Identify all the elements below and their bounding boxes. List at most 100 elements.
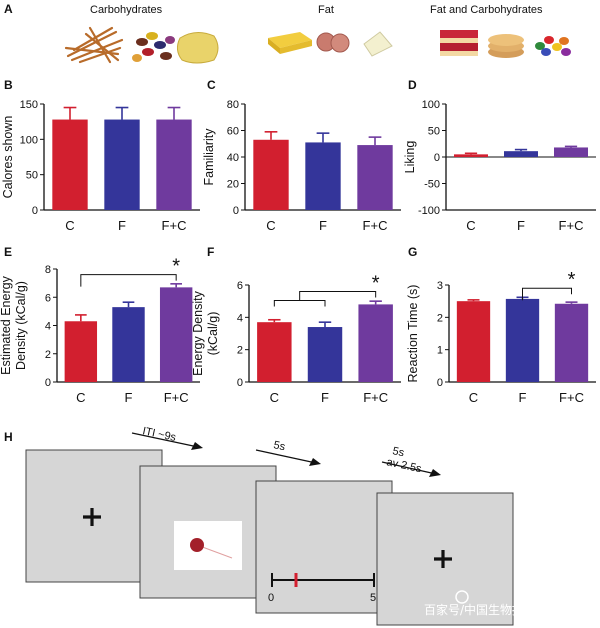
y-tick-label-d: 100 xyxy=(422,99,440,111)
bar-e-0 xyxy=(64,321,98,382)
y-tick-label-d: -100 xyxy=(418,205,440,217)
y-axis-label-c: Familiarity xyxy=(202,128,216,186)
significance-group-f xyxy=(273,299,326,307)
category-label-e-1: F xyxy=(125,390,133,405)
bar-f-1 xyxy=(307,327,343,382)
y-tick-label-c: 20 xyxy=(227,179,239,191)
y-axis-label-f: Energy Density xyxy=(191,290,205,376)
category-label-f-0: C xyxy=(270,390,279,405)
y-tick-label-f: 6 xyxy=(237,280,243,292)
category-label-f-2: F+C xyxy=(363,390,388,405)
salami-image xyxy=(316,32,350,53)
chart-g: 0 1 2 3 C F F+C Reaction Time (s) * xyxy=(406,269,596,405)
timeline-screen-rating: 0 5 xyxy=(255,480,393,614)
category-label-c-1: F xyxy=(319,218,327,233)
timeline-screen-food xyxy=(139,465,277,599)
category-label-g-2: F+C xyxy=(559,390,584,405)
bar-c-2 xyxy=(357,145,393,210)
category-label-c-2: F+C xyxy=(363,218,388,233)
chart-e: 0 2 4 6 8 C F F+C Estimated Energy Density (kCal/… xyxy=(0,256,200,405)
y-tick-label-g: 0 xyxy=(437,377,443,389)
chart-b: 0 50 100 150 C F F+C Calores shown xyxy=(1,99,200,233)
bar-e-2 xyxy=(159,287,193,382)
y-tick-label-c: 40 xyxy=(227,152,239,164)
y-tick-label-b: 0 xyxy=(32,205,38,217)
y-tick-label-f: 2 xyxy=(237,345,243,357)
y-axis-label-f: (kCal/g) xyxy=(206,312,220,356)
bar-g-0 xyxy=(456,301,491,382)
y-axis-label-e: Density (kCal/g) xyxy=(14,281,28,370)
food-label-fat: Fat xyxy=(318,4,334,16)
bar-f-0 xyxy=(257,322,292,382)
category-label-d-2: F+C xyxy=(559,218,584,233)
arrow-1-label: ITI ~9s xyxy=(141,425,177,444)
chart-c: 0 20 40 60 80 C F F+C Familiarity xyxy=(202,99,401,233)
significance-bracket-g xyxy=(522,287,572,301)
bar-d-1 xyxy=(504,151,538,157)
y-tick-label-b: 150 xyxy=(20,99,38,111)
arrow-3-label-1: 5s xyxy=(391,445,405,459)
bar-g-1 xyxy=(505,298,540,382)
panel-label-d: D xyxy=(408,78,417,92)
category-label-e-2: F+C xyxy=(164,390,189,405)
cookies-image xyxy=(488,34,524,58)
y-tick-label-e: 2 xyxy=(45,349,51,361)
chart-d: -100 -50 0 50 100 C F F+C Liking xyxy=(403,99,596,233)
arrow-2-label: 5s xyxy=(272,439,286,453)
y-tick-label-d: 0 xyxy=(434,152,440,164)
significance-star-g: * xyxy=(568,269,576,291)
food-label-carbohydrates: Carbohydrates xyxy=(90,4,163,16)
category-label-b-2: F+C xyxy=(162,218,187,233)
y-tick-label-e: 0 xyxy=(45,377,51,389)
watermark-logo-icon xyxy=(455,590,469,604)
bar-b-1 xyxy=(104,119,140,210)
bar-d-0 xyxy=(454,154,488,157)
food-label-fat-carbohydrates: Fat and Carbohydrates xyxy=(430,4,543,16)
cheese-image xyxy=(268,32,312,54)
bar-b-2 xyxy=(156,119,192,210)
bar-f-2 xyxy=(358,304,393,382)
y-tick-label-e: 6 xyxy=(45,292,51,304)
y-axis-label-b: Calores shown xyxy=(1,116,15,199)
significance-bracket-e xyxy=(80,274,177,287)
panel-label-b: B xyxy=(4,78,13,92)
bar-d-2 xyxy=(554,147,588,157)
panel-label-f: F xyxy=(207,245,214,259)
category-label-d-1: F xyxy=(517,218,525,233)
bar-b-0 xyxy=(52,119,88,210)
category-label-b-0: C xyxy=(65,218,74,233)
category-label-e-0: C xyxy=(76,390,85,405)
bar-e-1 xyxy=(112,307,145,382)
panel-label-c: C xyxy=(207,78,216,92)
y-axis-label-d: Liking xyxy=(403,141,417,174)
y-axis-label-g: Reaction Time (s) xyxy=(406,285,420,383)
potato-image xyxy=(176,32,219,64)
significance-bracket-f xyxy=(299,290,377,301)
scale-min-label: 0 xyxy=(268,592,274,604)
timeline-arrow-2: 5s xyxy=(255,439,321,466)
panel-label-h: H xyxy=(4,430,13,444)
significance-star-e: * xyxy=(172,256,180,278)
y-tick-label-d: -50 xyxy=(424,179,440,191)
y-tick-label-e: 8 xyxy=(45,264,51,276)
y-tick-label-g: 2 xyxy=(437,312,443,324)
y-tick-label-g: 1 xyxy=(437,345,443,357)
chart-f: 0 2 4 6 C F F+C Energy Density (kCal/g) * xyxy=(191,272,401,405)
panel-label-g: G xyxy=(408,245,417,259)
y-tick-label-f: 4 xyxy=(237,312,243,324)
watermark-text: 百家号/中国生物技术网 xyxy=(424,602,548,617)
category-label-f-1: F xyxy=(321,390,329,405)
y-tick-label-e: 4 xyxy=(45,321,51,333)
panel-label-e: E xyxy=(4,245,12,259)
y-tick-label-c: 60 xyxy=(227,126,239,138)
y-axis-label-e: Estimated Energy xyxy=(0,275,13,374)
category-label-g-1: F xyxy=(519,390,527,405)
scale-max-label: 5 xyxy=(370,592,376,604)
category-label-c-0: C xyxy=(266,218,275,233)
y-tick-label-b: 50 xyxy=(26,170,38,182)
y-tick-label-g: 3 xyxy=(437,280,443,292)
timeline-arrow-1: ITI ~9s xyxy=(131,425,203,450)
y-tick-label-c: 0 xyxy=(233,205,239,217)
